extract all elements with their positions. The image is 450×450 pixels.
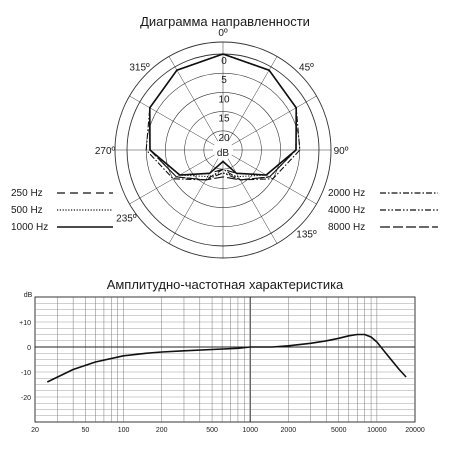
freq-x-tick-label: 20000 — [405, 427, 425, 434]
freq-x-tick-label: 500 — [206, 427, 218, 434]
angle-tick-label: 270º — [95, 146, 116, 157]
freq-title: Амплитудно-частотная характеристика — [107, 277, 344, 292]
radial-tick-label: 5 — [221, 75, 227, 86]
freq-ticks: 20 50 100 200 500 1000 2000 5000 10000 20000 +10 0 -… — [19, 320, 425, 434]
freq-x-tick-label: 1000 — [242, 427, 258, 434]
angle-tick-label: 45º — [299, 63, 314, 74]
freq-x-tick-label: 10000 — [367, 427, 387, 434]
polar-labels: 051015200º45º90º135º180º235º270º315º — [95, 28, 349, 240]
angle-tick-label: 315º — [129, 63, 150, 74]
freq-y-tick-label: 0 — [27, 345, 31, 352]
freq-x-tick-label: 2000 — [281, 427, 297, 434]
angle-tick-label: 235º — [116, 214, 137, 225]
radial-tick-label: 15 — [218, 114, 230, 125]
angle-tick-label: 0º — [218, 28, 228, 39]
polar-spoke — [129, 154, 215, 205]
radial-tick-label: 0 — [221, 56, 227, 67]
freq-series — [46, 333, 407, 383]
legend-right: 2000 Hz 4000 Hz 8000 Hz — [328, 188, 438, 233]
freq-x-tick-label: 100 — [118, 427, 130, 434]
legend-label: 1000 Hz — [11, 222, 48, 233]
polar-series-line — [149, 53, 297, 181]
freq-x-tick-label: 200 — [156, 427, 168, 434]
freq-x-tick-label: 5000 — [331, 427, 347, 434]
legend-label: 4000 Hz — [328, 205, 365, 216]
freq-grid — [34, 296, 416, 423]
freq-x-tick-label: 50 — [82, 427, 90, 434]
angle-tick-label: 135º — [296, 229, 317, 240]
freq-y-tick-label: +10 — [19, 320, 31, 327]
polar-series — [145, 53, 301, 181]
legend-label: 2000 Hz — [328, 188, 365, 199]
freq-response-line — [46, 333, 407, 383]
angle-tick-label: 90º — [334, 146, 349, 157]
legend-label: 250 Hz — [11, 188, 43, 199]
freq-ylabel: dB — [24, 292, 33, 299]
polar-title: Диаграмма направленности — [140, 14, 310, 29]
polar-center-label: dB — [217, 148, 230, 159]
freq-x-tick-label: 20 — [31, 427, 39, 434]
polar-chart: Диаграмма направленности 0 5 10 15 20 0º 45º 90… — [11, 14, 438, 259]
legend-label: 8000 Hz — [328, 222, 365, 233]
polar-grid — [114, 41, 332, 259]
freq-y-tick-label: -10 — [21, 370, 31, 377]
polar-spoke — [231, 154, 317, 205]
radial-tick-label: 10 — [218, 94, 230, 105]
freq-y-tick-label: -20 — [21, 395, 31, 402]
legend-label: 500 Hz — [11, 205, 43, 216]
radial-tick-label: 20 — [218, 133, 230, 144]
legend-left: 250 Hz 500 Hz 1000 Hz — [11, 188, 113, 233]
polar-spoke — [129, 95, 215, 146]
polar-spoke — [231, 95, 317, 146]
